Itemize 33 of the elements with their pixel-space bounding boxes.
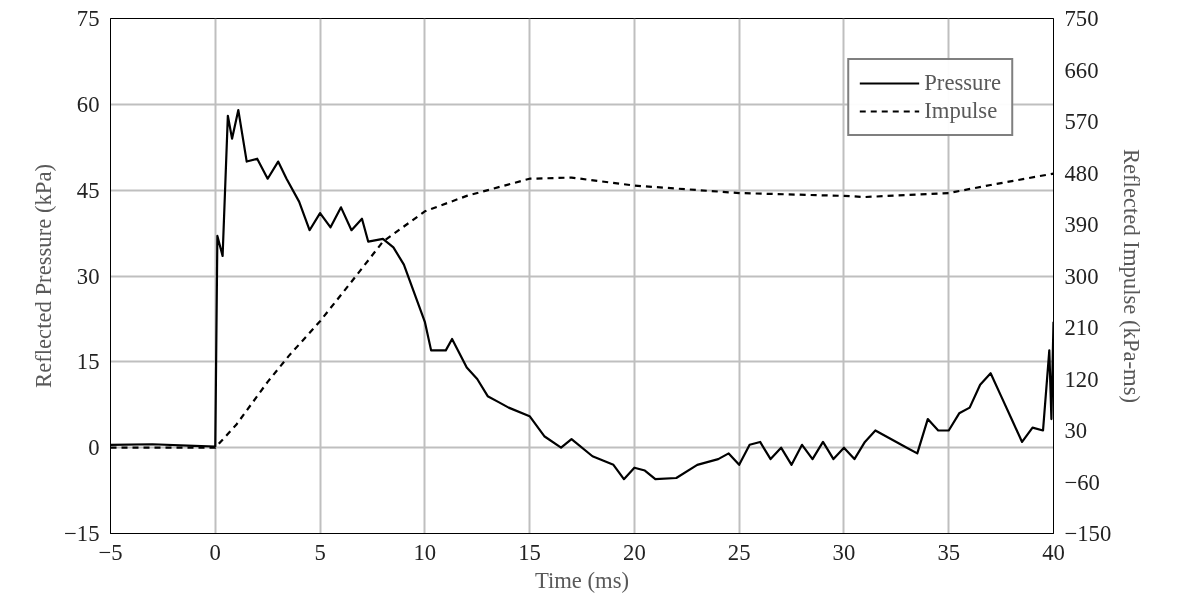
y-tick-label: 45 <box>76 177 100 203</box>
y2-tick-label: 300 <box>1064 263 1099 289</box>
x-tick-label: 25 <box>727 539 751 565</box>
y-tick-label: 15 <box>76 349 100 375</box>
y2-tick-label: 750 <box>1064 6 1099 31</box>
y2-tick-label: 660 <box>1064 57 1099 83</box>
x-tick-label: 15 <box>518 539 541 565</box>
x-axis-title: Time (ms) <box>534 567 630 593</box>
y2-tick-label: 570 <box>1064 109 1099 134</box>
y2-tick-label: 480 <box>1064 160 1099 186</box>
y2-tick-label: −60 <box>1064 469 1100 495</box>
legend-label: Impulse <box>924 98 998 124</box>
x-tick-label: 0 <box>209 539 221 565</box>
y-tick-label: 75 <box>76 6 100 31</box>
y2-tick-label: 210 <box>1064 315 1099 340</box>
y2-tick-label: −150 <box>1064 521 1112 546</box>
x-tick-label: 35 <box>937 539 961 565</box>
x-tick-label: 10 <box>413 539 437 565</box>
x-tick-label: 30 <box>832 539 856 565</box>
y-tick-label: 0 <box>88 435 100 461</box>
y-tick-label: 60 <box>76 91 100 117</box>
y2-tick-label: 30 <box>1064 418 1088 443</box>
x-tick-label: 20 <box>623 539 646 565</box>
legend-label: Pressure <box>924 70 1001 96</box>
x-tick-label: 5 <box>314 539 326 565</box>
y-tick-label: −15 <box>64 521 100 546</box>
y-axis-title: Reflected Pressure (kPa) <box>31 164 57 388</box>
y-tick-label: 30 <box>76 263 100 289</box>
y2-tick-label: 120 <box>1064 366 1099 392</box>
y2-axis-title: Reflected Impulse (kPa-ms) <box>1119 148 1145 404</box>
x-tick-label: −5 <box>98 539 123 565</box>
y2-tick-label: 390 <box>1064 212 1099 237</box>
x-tick-label: 40 <box>1042 539 1065 565</box>
